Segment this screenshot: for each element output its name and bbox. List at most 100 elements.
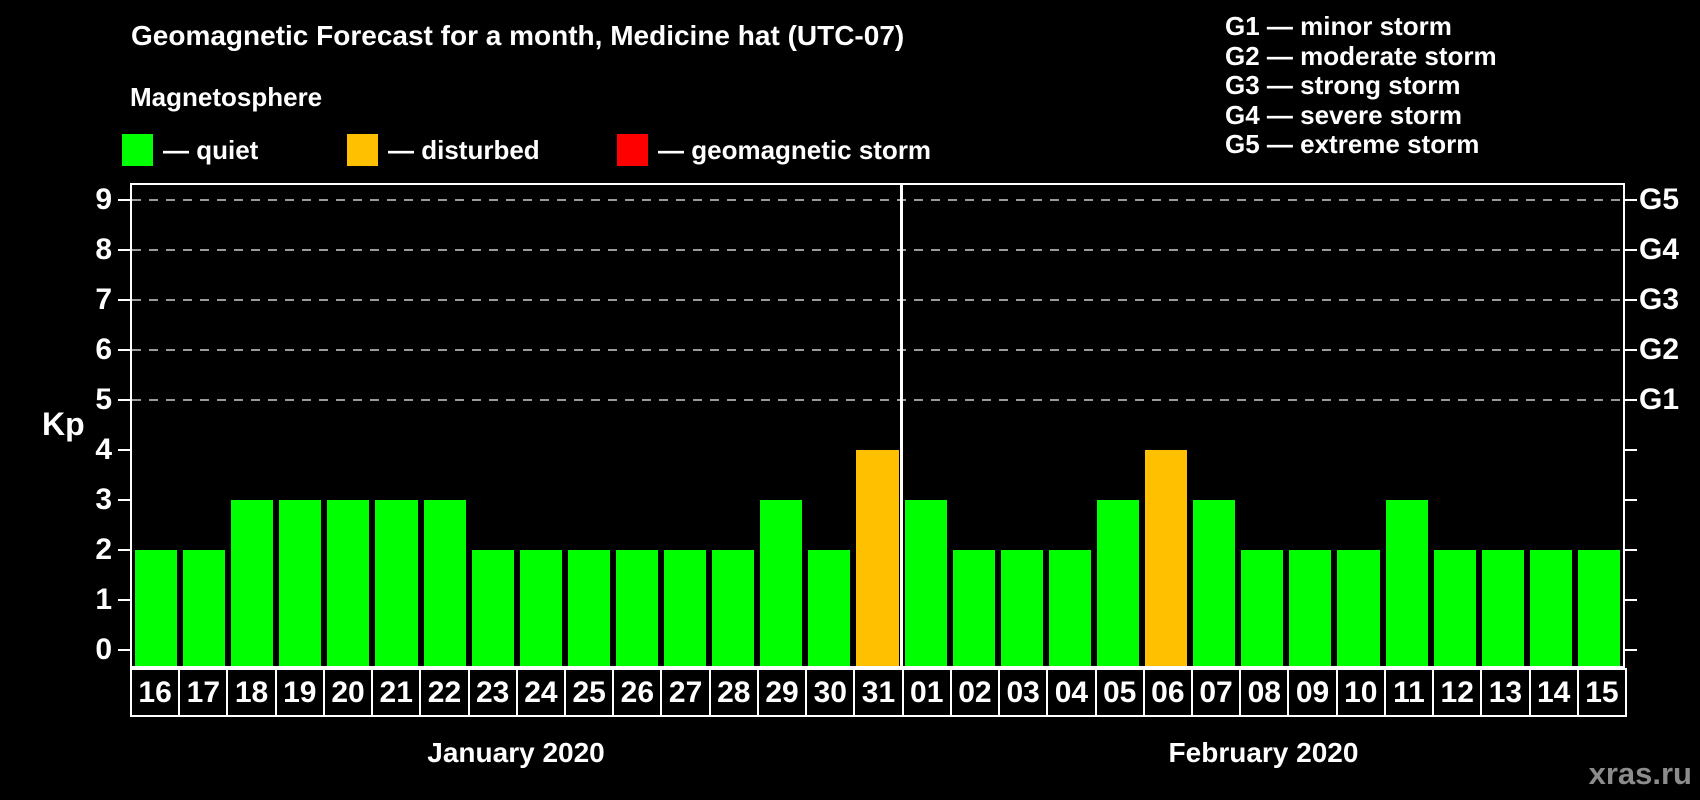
day-label-02: 02	[949, 668, 1001, 717]
g-scale-legend: G1 — minor storm G2 — moderate storm G3 — …	[1225, 11, 1497, 160]
y-tick-left-2	[118, 549, 130, 551]
day-label-04: 04	[1046, 668, 1097, 717]
bar-day-03-february	[1000, 550, 1043, 666]
legend-label-quiet: — quiet	[163, 135, 259, 165]
day-label-06: 06	[1142, 668, 1193, 717]
y-tick-left-6	[118, 349, 130, 351]
bar-day-13-february	[1481, 550, 1524, 666]
status-legend: — quiet — disturbed — geomagnetic storm	[0, 134, 1700, 168]
bar-day-02-february	[952, 550, 995, 666]
legend-label-geomagnetic-storm: — geomagnetic storm	[658, 135, 932, 165]
y-tick-left-0	[118, 649, 130, 651]
y-tick-label-4: 4	[95, 433, 112, 466]
plot-area: 0 1 2 3 4 5 6 7 8 9 G1 G2 G3 G4 G5	[95, 183, 1679, 668]
day-label-05: 05	[1094, 668, 1145, 717]
bar-day-17-january	[183, 550, 226, 666]
day-label-18: 18	[226, 668, 277, 717]
y-tick-left-8	[118, 249, 130, 251]
day-label-27: 27	[660, 668, 711, 717]
day-axis: 16 17 18 19 20 21 22 23 24 25 26 27 28 29 30 31 01 02 03 04…	[130, 668, 1627, 717]
g-label-g1: G1	[1639, 383, 1680, 416]
legend-title: Magnetosphere	[130, 82, 323, 112]
y-axis-label: Kp	[42, 406, 85, 442]
gridline-kp8	[132, 249, 1623, 251]
bar-day-19-january	[279, 500, 322, 666]
y-tick-left-9	[118, 199, 130, 201]
bar-day-06-february	[1145, 450, 1188, 666]
bar-day-28-january	[712, 550, 755, 666]
y-tick-right-1	[1625, 599, 1637, 601]
g-scale-line-4: G4 — severe storm	[1225, 99, 1463, 130]
g-scale-line-1: G1 — minor storm	[1225, 11, 1452, 41]
day-label-22: 22	[419, 668, 470, 717]
month-label-january: January 2020	[427, 737, 605, 768]
y-tick-right-2	[1625, 549, 1637, 551]
bar-day-09-february	[1289, 550, 1332, 666]
chart-title: Geomagnetic Forecast for a month, Medici…	[131, 20, 905, 51]
day-label-09: 09	[1287, 668, 1338, 717]
bar-day-05-february	[1096, 500, 1140, 666]
g-label-g5: G5	[1639, 183, 1680, 216]
y-tick-right-8	[1625, 249, 1637, 251]
bar-day-11-february	[1385, 500, 1428, 666]
bar-day-30-january	[808, 550, 851, 666]
y-tick-label-1: 1	[95, 583, 112, 616]
g-scale-line-3: G3 — strong storm	[1225, 70, 1461, 100]
y-tick-label-0: 0	[95, 633, 112, 666]
day-label-21: 21	[371, 668, 422, 717]
g-label-g4: G4	[1639, 233, 1680, 266]
y-tick-label-5: 5	[95, 383, 112, 416]
y-tick-left-4	[118, 449, 130, 451]
y-tick-right-5	[1625, 399, 1637, 401]
y-tick-left-3	[118, 499, 130, 501]
legend-label-disturbed: — disturbed	[388, 135, 540, 165]
day-label-31: 31	[853, 668, 904, 717]
geomagnetic-storm-swatch	[617, 134, 648, 166]
bar-day-04-february	[1048, 550, 1091, 666]
y-tick-label-8: 8	[95, 233, 112, 266]
day-label-08: 08	[1239, 668, 1290, 717]
day-label-17: 17	[178, 668, 229, 717]
g-label-g3: G3	[1639, 283, 1680, 316]
g-scale-line-5: G5 — extreme storm	[1225, 129, 1480, 159]
day-label-19: 19	[274, 668, 325, 717]
bar-day-14-february	[1529, 550, 1572, 666]
y-tick-right-6	[1625, 349, 1637, 351]
y-tick-right-3	[1625, 499, 1637, 501]
day-label-23: 23	[467, 668, 518, 717]
bar-day-10-february	[1337, 550, 1380, 666]
y-tick-right-7	[1625, 299, 1637, 301]
day-label-03: 03	[998, 668, 1049, 717]
bar-day-27-january	[664, 550, 707, 666]
y-tick-right-0	[1625, 649, 1637, 651]
day-label-16: 16	[130, 668, 181, 717]
bar-day-31-january	[856, 450, 899, 666]
y-tick-label-2: 2	[95, 533, 112, 566]
disturbed-swatch	[347, 134, 378, 166]
g-scale-line-2: G2 — moderate storm	[1225, 40, 1497, 71]
gridline-kp9	[132, 199, 1623, 201]
bar-day-01-february	[904, 500, 947, 666]
gridline-kp5	[132, 399, 1623, 401]
bar-day-22-january	[423, 500, 466, 666]
bar-day-08-february	[1241, 550, 1284, 666]
month-label-february: February 2020	[1168, 737, 1359, 768]
gridline-kp7	[132, 299, 1623, 301]
day-label-28: 28	[708, 668, 759, 717]
day-label-01: 01	[901, 668, 952, 717]
y-tick-right-4	[1625, 449, 1637, 451]
y-tick-label-9: 9	[95, 183, 112, 216]
y-tick-right-9	[1625, 199, 1637, 201]
y-tick-left-7	[118, 299, 130, 301]
bar-day-16-january	[135, 550, 178, 666]
day-label-25: 25	[564, 668, 615, 717]
bar-day-29-january	[760, 500, 803, 666]
g-label-g2: G2	[1639, 333, 1680, 366]
gridline-kp6	[132, 349, 1623, 351]
day-label-10: 10	[1335, 668, 1386, 717]
y-tick-label-3: 3	[95, 483, 112, 516]
bar-day-23-january	[471, 550, 514, 666]
bar-day-12-february	[1433, 550, 1476, 666]
day-label-20: 20	[322, 668, 374, 717]
bar-day-25-january	[567, 550, 610, 666]
